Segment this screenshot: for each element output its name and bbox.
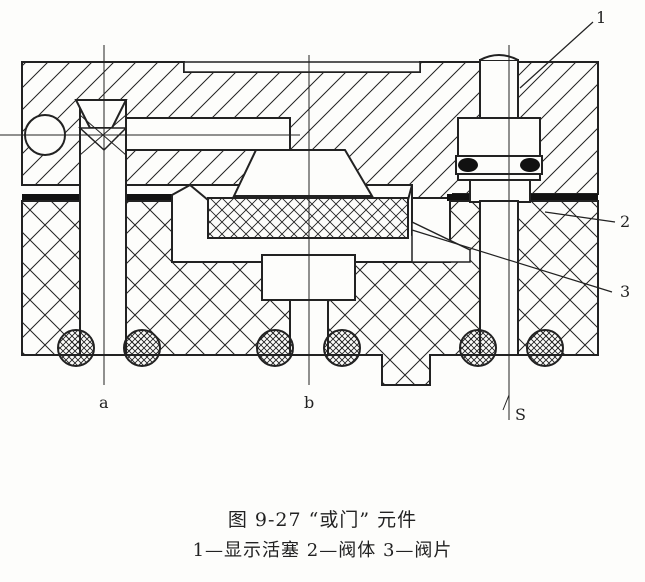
port-a-channel	[0, 99, 300, 356]
callout-2: 2	[620, 212, 631, 231]
flap-guide-left	[189, 184, 209, 201]
bottom-o-rings	[57, 329, 564, 367]
flap-guide-right	[407, 184, 413, 201]
valve-flap	[207, 197, 409, 239]
connecting-passage	[411, 220, 471, 263]
or-gate-cross-section-diagram	[0, 21, 616, 420]
figure-caption-legend: 1—显示活塞 2—阀体 3—阀片	[192, 540, 453, 561]
valve-seat	[232, 149, 374, 197]
callout-3: 3	[620, 282, 631, 301]
center-lines	[103, 45, 510, 420]
display-piston	[455, 54, 543, 356]
port-b-label: b	[304, 393, 315, 412]
callout-1: 1	[596, 8, 607, 27]
port-a-label: a	[99, 393, 109, 412]
top-recess	[183, 61, 421, 73]
port-s-label: S	[515, 405, 526, 424]
callout-leaders	[411, 21, 616, 293]
figure-caption-title: 图 9-27 “或门” 元件	[227, 509, 418, 531]
